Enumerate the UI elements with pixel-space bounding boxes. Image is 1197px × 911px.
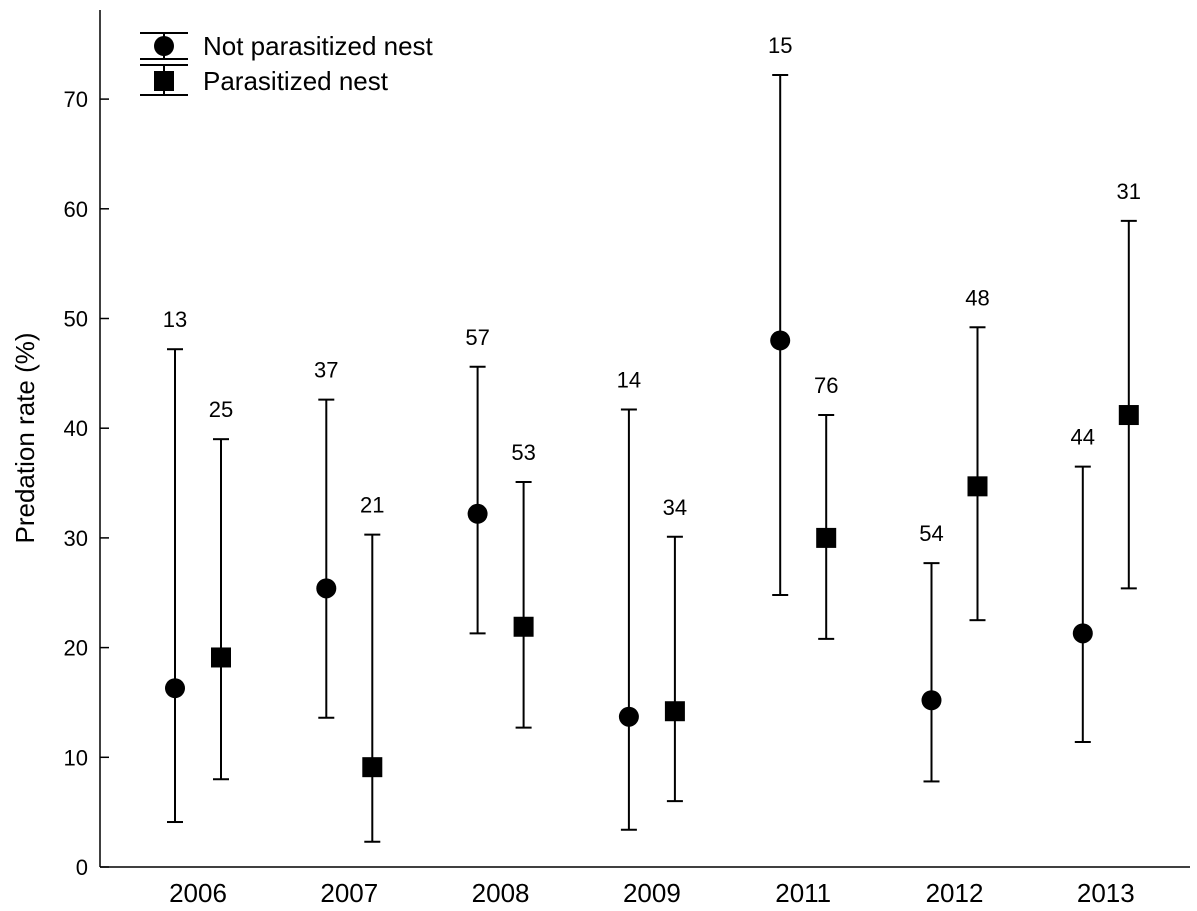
sample-size-label: 14 xyxy=(617,368,641,393)
x-tick-labels: 2006 2007 2008 2009 2011 2012 2013 xyxy=(169,878,1135,908)
legend-label-parasitized: Parasitized nest xyxy=(203,66,389,96)
y-tick-label: 0 xyxy=(76,855,88,880)
x-tick-label: 2008 xyxy=(472,878,530,908)
legend-entry-parasitized: Parasitized nest xyxy=(140,64,389,96)
data-point-circle xyxy=(165,678,185,699)
x-tick-label: 2012 xyxy=(926,878,984,908)
x-tick-label: 2009 xyxy=(623,878,681,908)
axes: Predation rate (%) xyxy=(10,10,1190,868)
sample-size-label: 13 xyxy=(163,307,187,332)
y-tick-label: 60 xyxy=(64,197,88,222)
sample-size-label: 53 xyxy=(511,440,535,465)
sample-size-label: 21 xyxy=(360,493,384,518)
data-point-square xyxy=(1118,405,1139,426)
data-point-circle xyxy=(921,690,942,711)
sample-size-label: 57 xyxy=(465,325,489,350)
data-point-square xyxy=(362,757,383,778)
data-point-circle xyxy=(618,706,639,727)
x-tick-label: 2007 xyxy=(320,878,378,908)
sample-size-label: 15 xyxy=(768,33,792,58)
legend: Not parasitized nest Parasitized nest xyxy=(140,31,434,96)
legend-circle-marker xyxy=(154,36,174,56)
y-ticks: 0 10 20 30 40 50 60 70 xyxy=(64,87,109,880)
legend-entry-not-parasitized: Not parasitized nest xyxy=(140,31,434,61)
sample-size-label: 25 xyxy=(209,397,233,422)
data-point-square xyxy=(967,476,988,497)
y-tick-label: 30 xyxy=(64,526,88,551)
x-tick-label: 2011 xyxy=(775,878,831,908)
sample-size-label: 54 xyxy=(919,521,943,546)
legend-square-marker xyxy=(154,71,174,91)
y-axis-title: Predation rate (%) xyxy=(10,333,40,544)
data-point-circle xyxy=(1072,623,1093,644)
legend-label-not-parasitized: Not parasitized nest xyxy=(203,31,434,61)
data-point-circle xyxy=(316,578,337,599)
x-tick-label: 2013 xyxy=(1077,878,1135,908)
data-marks: 13 37 57 14 15 54 44 25 21 53 34 76 48 31 xyxy=(163,33,1141,843)
y-tick-label: 70 xyxy=(64,87,88,112)
data-point-square xyxy=(664,701,685,722)
data-point-square xyxy=(816,527,837,548)
data-point-square xyxy=(513,616,534,637)
data-point-square xyxy=(211,647,231,668)
sample-size-label: 31 xyxy=(1117,179,1141,204)
y-tick-label: 20 xyxy=(64,636,88,661)
y-tick-label: 10 xyxy=(64,745,88,770)
sample-size-label: 44 xyxy=(1071,425,1095,450)
sample-size-label: 34 xyxy=(663,495,687,520)
x-tick-label: 2006 xyxy=(169,878,227,908)
y-tick-label: 40 xyxy=(64,416,88,441)
sample-size-label: 48 xyxy=(965,285,989,310)
y-tick-label: 50 xyxy=(64,307,88,332)
sample-size-label: 37 xyxy=(314,358,338,383)
data-point-circle xyxy=(467,503,488,524)
sample-size-label: 76 xyxy=(814,373,838,398)
data-point-circle xyxy=(770,330,791,351)
